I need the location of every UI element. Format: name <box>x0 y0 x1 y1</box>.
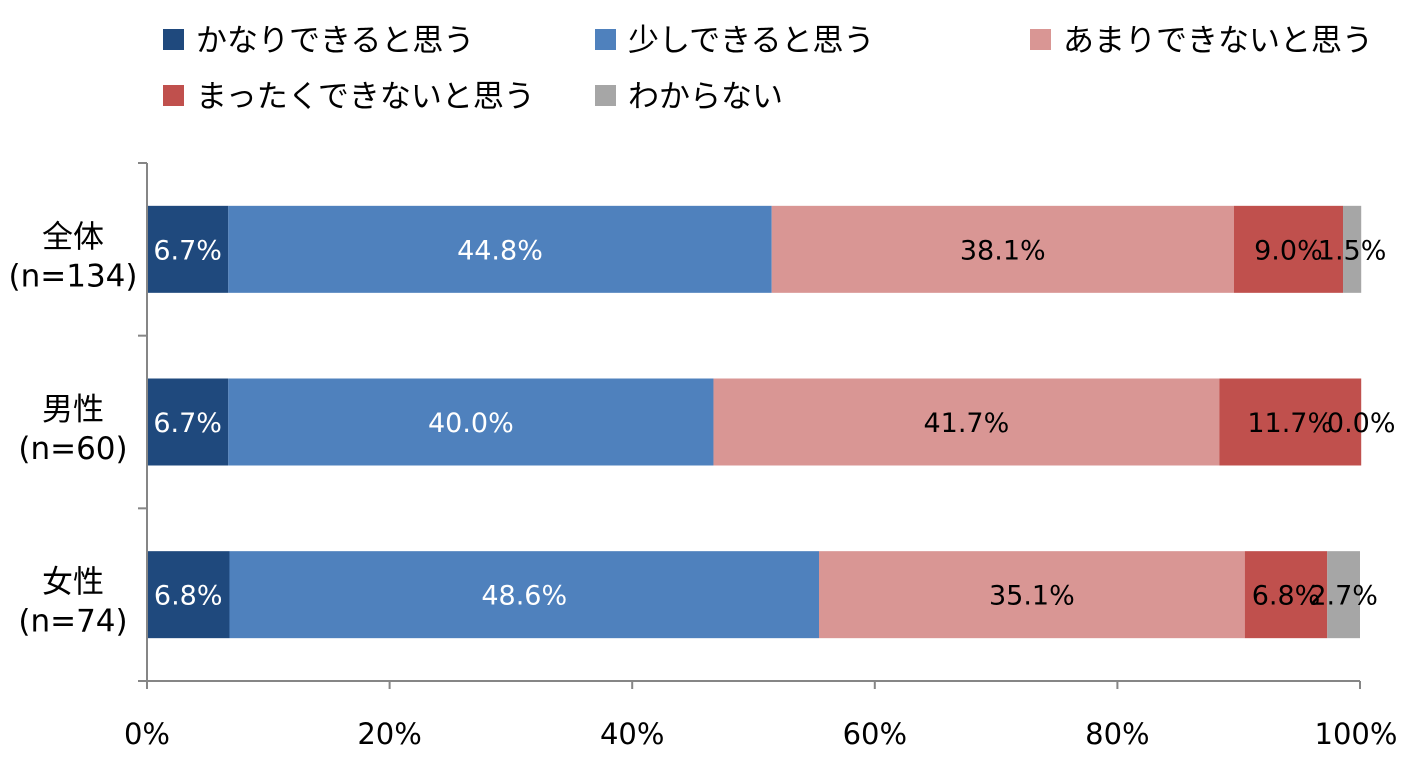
legend-swatch <box>595 85 616 106</box>
data-label: 2.7% <box>1309 581 1378 612</box>
legend-swatch <box>595 29 616 50</box>
data-label: 48.6% <box>481 581 567 612</box>
x-tick-label: 60% <box>843 717 907 751</box>
legend-swatch <box>163 29 184 50</box>
bar-segment <box>1219 378 1362 466</box>
category-label: (n=74) <box>18 604 127 640</box>
bar-segment <box>771 205 1234 293</box>
data-label: 40.0% <box>428 408 514 439</box>
bar-segment <box>147 205 229 293</box>
bar-segment <box>1233 205 1344 293</box>
x-tick-label: 40% <box>600 717 664 751</box>
data-label: 0.0% <box>1327 408 1396 439</box>
legend-swatch <box>1030 29 1051 50</box>
bar-segment <box>1343 205 1362 293</box>
legend-label: 少しできると思う <box>628 23 874 59</box>
data-label: 6.8% <box>1252 581 1321 612</box>
bar-segment <box>147 551 230 639</box>
data-label: 44.8% <box>457 235 543 266</box>
x-tick-label: 0% <box>124 717 170 751</box>
x-tick-label: 20% <box>357 717 421 751</box>
data-label: 9.0% <box>1254 235 1323 266</box>
bar-segment <box>147 378 229 466</box>
bar-segment <box>713 378 1220 466</box>
legend-label: かなりできると思う <box>196 23 474 59</box>
legend-swatch <box>163 85 184 106</box>
category-label: 男性 <box>42 392 104 428</box>
data-label: 41.7% <box>923 408 1009 439</box>
bar-segment <box>1244 551 1328 639</box>
legend-label: わからない <box>628 79 783 115</box>
data-label: 11.7% <box>1247 408 1333 439</box>
data-label: 1.5% <box>1318 235 1387 266</box>
bar-segment <box>819 551 1245 639</box>
data-label: 38.1% <box>960 235 1046 266</box>
bar-segment <box>228 378 714 466</box>
data-label: 6.8% <box>154 581 223 612</box>
x-tick-label: 100% <box>1315 717 1398 751</box>
category-label: 全体 <box>42 219 104 255</box>
category-label: 女性 <box>42 565 104 601</box>
data-label: 35.1% <box>989 581 1075 612</box>
category-label: (n=134) <box>9 258 138 294</box>
bar-segment <box>229 551 820 639</box>
legend-label: まったくできないと思う <box>196 79 535 115</box>
category-label: (n=60) <box>18 431 127 467</box>
bar-segment <box>1327 551 1360 639</box>
data-label: 6.7% <box>153 235 222 266</box>
bar-segment <box>228 205 772 293</box>
x-tick-label: 80% <box>1085 717 1149 751</box>
data-label: 6.7% <box>153 408 222 439</box>
legend-label: あまりできないと思う <box>1063 23 1373 59</box>
